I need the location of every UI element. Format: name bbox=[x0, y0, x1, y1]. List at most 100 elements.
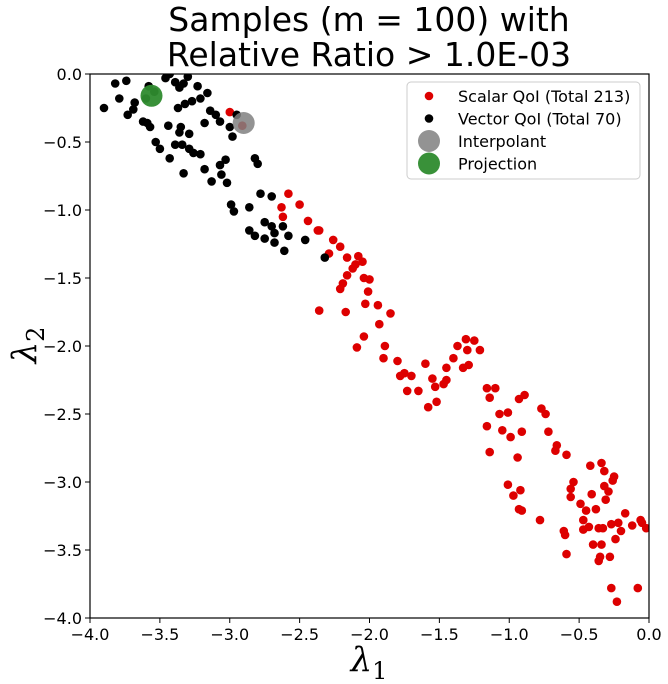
vector-qoi-point bbox=[193, 81, 202, 91]
vector-qoi-point bbox=[203, 88, 212, 98]
vector-qoi-point bbox=[129, 105, 138, 114]
vector-qoi-point bbox=[260, 217, 270, 227]
scalar-qoi-point bbox=[566, 492, 575, 502]
scalar-qoi-point bbox=[576, 499, 585, 509]
scalar-qoi-point bbox=[402, 386, 412, 396]
vector-qoi-point bbox=[245, 203, 254, 212]
scalar-qoi-point bbox=[393, 356, 402, 366]
vector-qoi-point bbox=[250, 154, 260, 163]
vector-qoi-legend-marker bbox=[424, 114, 434, 123]
vector-qoi-point bbox=[165, 74, 174, 79]
scalar-qoi-point bbox=[513, 453, 522, 462]
vector-qoi-points bbox=[99, 74, 330, 262]
vector-qoi-point bbox=[187, 96, 197, 106]
vector-qoi-point bbox=[256, 189, 265, 198]
scalar-qoi-point bbox=[335, 242, 345, 251]
scalar-qoi-point bbox=[359, 332, 369, 341]
vector-qoi-point bbox=[226, 200, 236, 209]
scalar-qoi-point bbox=[352, 343, 362, 352]
scalar-qoi-point bbox=[386, 309, 395, 318]
vector-qoi-point bbox=[215, 160, 225, 170]
scalar-qoi-points bbox=[225, 107, 649, 606]
scalar-qoi-point bbox=[295, 200, 304, 209]
scalar-qoi-point bbox=[535, 515, 545, 525]
x-axis-label-symbol: λ bbox=[349, 640, 373, 680]
scalar-qoi-point bbox=[597, 540, 606, 549]
scalar-qoi-point bbox=[491, 383, 500, 393]
scalar-qoi-point bbox=[358, 257, 367, 267]
vector-qoi-point bbox=[200, 118, 209, 128]
scalar-qoi-point bbox=[600, 481, 609, 491]
plot-points bbox=[99, 74, 649, 606]
vector-qoi-point bbox=[217, 170, 226, 179]
scalar-qoi-point bbox=[544, 427, 553, 437]
interpolant-legend-marker bbox=[418, 130, 440, 152]
scalar-qoi-point bbox=[586, 461, 595, 471]
vector-qoi-point bbox=[228, 132, 237, 141]
x-tick-label: −3.5 bbox=[140, 625, 179, 644]
scalar-qoi-point bbox=[421, 359, 430, 369]
vector-qoi-point bbox=[151, 137, 160, 147]
vector-qoi-point bbox=[250, 231, 260, 241]
scalar-qoi-point bbox=[560, 530, 570, 540]
scalar-qoi-point bbox=[562, 450, 571, 460]
scalar-qoi-point bbox=[363, 287, 373, 296]
projection-legend-marker bbox=[418, 152, 440, 175]
scalar-qoi-point bbox=[516, 485, 525, 495]
vector-qoi-point bbox=[173, 103, 183, 113]
vector-qoi-point bbox=[270, 238, 279, 247]
scalar-qoi-point bbox=[569, 477, 578, 487]
scalar-qoi-point bbox=[520, 390, 529, 400]
scalar-qoi-point bbox=[314, 226, 324, 235]
scalar-qoi-point bbox=[380, 341, 390, 351]
scalar-qoi-point bbox=[278, 212, 288, 222]
y-tick-label: −1.5 bbox=[43, 269, 82, 288]
scalar-qoi-point bbox=[314, 306, 324, 315]
vector-qoi-point bbox=[184, 129, 194, 139]
scalar-qoi-point bbox=[379, 353, 388, 363]
scalar-qoi-point bbox=[627, 521, 637, 530]
x-tick-label: −2.0 bbox=[350, 625, 389, 644]
y-tick-label: −3.5 bbox=[43, 541, 82, 560]
vector-qoi-point bbox=[122, 76, 131, 86]
vector-qoi-point bbox=[179, 79, 188, 88]
y-tick-label: −1.0 bbox=[43, 201, 82, 220]
scalar-qoi-point bbox=[633, 583, 643, 593]
scalar-qoi-legend-label: Scalar QoI (Total 213) bbox=[458, 87, 630, 106]
scalar-qoi-point bbox=[517, 427, 527, 437]
scalar-qoi-point bbox=[341, 307, 351, 317]
scalar-qoi-point bbox=[607, 519, 616, 529]
vector-qoi-point bbox=[176, 122, 186, 132]
scalar-qoi-point bbox=[598, 523, 608, 533]
vector-qoi-point bbox=[155, 144, 165, 154]
interpolant-points bbox=[232, 112, 255, 134]
vector-qoi-point bbox=[267, 222, 277, 231]
scalar-qoi-point bbox=[506, 432, 515, 442]
scalar-qoi-point bbox=[423, 402, 433, 412]
vector-qoi-point bbox=[278, 222, 288, 231]
scalar-qoi-point bbox=[591, 504, 601, 514]
scalar-qoi-point bbox=[579, 525, 588, 534]
x-tick-label: −0.5 bbox=[560, 625, 599, 644]
scalar-qoi-point bbox=[485, 447, 495, 457]
scalar-qoi-point bbox=[373, 300, 383, 310]
scalar-qoi-point bbox=[361, 299, 370, 309]
scalar-qoi-point bbox=[611, 534, 620, 544]
vector-qoi-point bbox=[229, 207, 239, 216]
scalar-qoi-point bbox=[579, 515, 588, 525]
scalar-qoi-point bbox=[609, 472, 619, 481]
vector-qoi-point bbox=[270, 228, 279, 238]
scalar-qoi-point bbox=[562, 549, 571, 559]
vector-qoi-point bbox=[280, 246, 289, 256]
scalar-qoi-point bbox=[605, 552, 615, 562]
vector-qoi-point bbox=[170, 140, 180, 149]
scalar-qoi-point bbox=[277, 203, 286, 212]
vector-qoi-point bbox=[200, 164, 209, 174]
x-tick-label: −2.5 bbox=[280, 625, 319, 644]
scalar-qoi-legend-marker bbox=[424, 91, 434, 101]
scalar-qoi-point bbox=[601, 495, 610, 505]
scalar-qoi-point bbox=[461, 334, 471, 344]
vector-qoi-point bbox=[110, 79, 120, 88]
projection-legend-label: Projection bbox=[458, 155, 537, 174]
